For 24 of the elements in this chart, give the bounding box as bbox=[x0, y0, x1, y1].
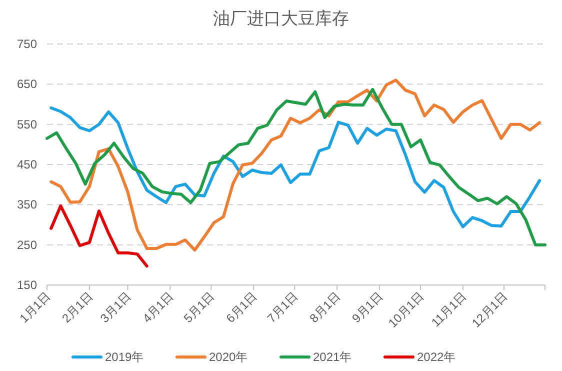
y-tick-label: 450 bbox=[16, 158, 38, 172]
y-tick-label: 550 bbox=[16, 117, 38, 132]
y-tick-label: 150 bbox=[16, 278, 38, 292]
x-tick-label: 10月1日 bbox=[386, 289, 427, 330]
y-tick-label: 350 bbox=[16, 198, 38, 212]
y-tick-label: 750 bbox=[16, 37, 38, 51]
legend-label: 2019年 bbox=[105, 350, 144, 364]
x-tick-label: 9月1日 bbox=[349, 289, 386, 326]
y-tick-label: 250 bbox=[16, 238, 38, 252]
legend-label: 2021年 bbox=[313, 350, 352, 364]
x-tick-label: 8月1日 bbox=[306, 289, 344, 326]
x-tick-label: 4月1日 bbox=[140, 289, 176, 326]
x-tick-label: 5月1日 bbox=[180, 289, 218, 326]
legend-label: 2020年 bbox=[209, 350, 248, 364]
x-tick-label: 12月1日 bbox=[469, 289, 510, 330]
x-tick-label: 7月1日 bbox=[264, 289, 301, 326]
y-tick-label: 650 bbox=[16, 77, 38, 92]
x-tick-label: 11月1日 bbox=[428, 289, 470, 330]
x-tick-label: 3月1日 bbox=[98, 289, 134, 326]
x-tick-label: 1月1日 bbox=[16, 289, 54, 326]
x-tick-label: 6月1日 bbox=[223, 289, 260, 326]
chart-title: 油厂进口大豆库存 bbox=[213, 9, 349, 28]
x-tick-label: 2月1日 bbox=[59, 289, 96, 326]
legend-label: 2022年 bbox=[417, 350, 456, 364]
